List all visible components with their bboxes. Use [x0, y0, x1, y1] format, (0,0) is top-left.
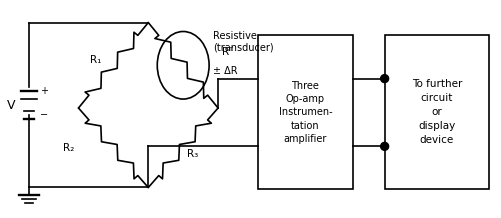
Text: To further
circuit
or
display
device: To further circuit or display device — [412, 80, 462, 145]
Text: V: V — [7, 99, 15, 112]
Text: Resistive
(transducer): Resistive (transducer) — [213, 31, 274, 52]
Circle shape — [381, 142, 389, 150]
Circle shape — [381, 75, 389, 83]
Text: R₁: R₁ — [91, 55, 102, 65]
Bar — [258, 36, 353, 189]
Text: ± ΔR: ± ΔR — [213, 66, 238, 76]
Text: Rᵀ: Rᵀ — [222, 47, 233, 57]
Text: R₃: R₃ — [187, 149, 198, 159]
Text: −: − — [40, 110, 48, 120]
Text: +: + — [40, 86, 48, 96]
Text: R₂: R₂ — [63, 143, 75, 153]
Text: Three
Op-amp
Instrumen-
tation
amplifier: Three Op-amp Instrumen- tation amplifier — [279, 81, 332, 144]
Bar — [385, 36, 489, 189]
